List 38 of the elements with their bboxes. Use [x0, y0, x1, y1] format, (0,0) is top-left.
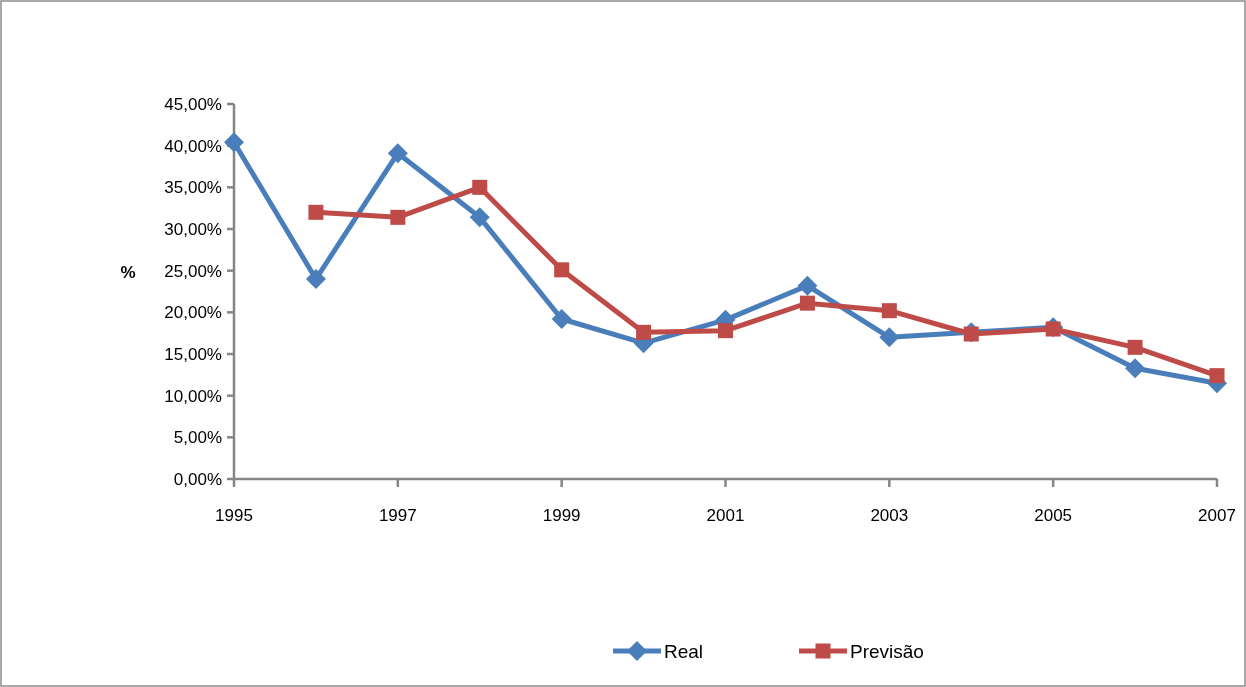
y-tick-label: 10,00%	[164, 386, 222, 406]
x-tick-label: 2001	[706, 506, 745, 525]
point	[554, 262, 570, 278]
x-tick-label: 1995	[215, 506, 253, 525]
y-tick-label: 45,00%	[164, 94, 222, 114]
x-tick-label: 2007	[1198, 506, 1236, 525]
x-tick-label: 1997	[378, 506, 417, 525]
point	[1209, 368, 1225, 384]
point	[1127, 339, 1143, 355]
y-axis-title: %	[120, 262, 136, 282]
y-tick-label: 0,00%	[173, 469, 222, 489]
y-tick-label: 40,00%	[164, 136, 222, 156]
point	[718, 323, 733, 339]
point	[881, 303, 897, 319]
point	[390, 209, 406, 225]
point	[636, 324, 652, 340]
point	[799, 295, 815, 311]
point	[797, 275, 818, 296]
y-tick-label: 5,00%	[173, 428, 222, 448]
x-tick-label: 1999	[542, 506, 581, 525]
legend-label: Real	[664, 640, 704, 662]
y-tick-label: 30,00%	[164, 219, 222, 239]
legend-label: Previsão	[850, 640, 924, 662]
y-tick-label: 15,00%	[164, 344, 222, 364]
point	[472, 179, 488, 195]
x-tick-label: 2005	[1034, 506, 1073, 525]
point	[469, 207, 490, 228]
y-tick-label: 20,00%	[164, 303, 222, 323]
point	[1125, 358, 1146, 379]
y-tick-label: 35,00%	[164, 178, 222, 198]
point	[308, 204, 324, 220]
point	[879, 327, 900, 348]
point	[305, 269, 326, 289]
y-tick-label: 25,00%	[164, 261, 222, 281]
point	[551, 309, 572, 329]
x-tick-label: 2003	[870, 506, 909, 525]
point	[387, 143, 408, 164]
point	[224, 132, 244, 153]
